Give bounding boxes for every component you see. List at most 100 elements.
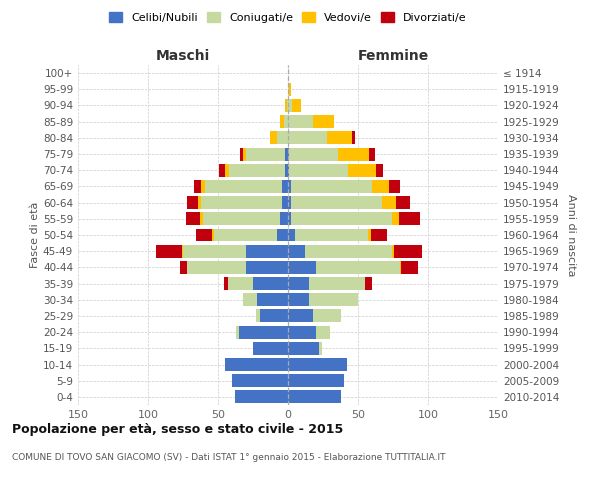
Bar	[398, 212, 419, 226]
Bar	[376, 164, 383, 176]
Bar	[277, 132, 288, 144]
Bar	[200, 212, 203, 226]
Bar	[288, 212, 291, 226]
Bar	[288, 228, 295, 241]
Bar	[365, 277, 372, 290]
Bar	[288, 83, 289, 96]
Bar	[186, 212, 200, 226]
Bar	[392, 244, 394, 258]
Bar	[288, 390, 341, 404]
Bar	[243, 148, 246, 160]
Bar	[199, 196, 201, 209]
Bar	[283, 196, 288, 209]
Bar	[338, 148, 369, 160]
Bar	[369, 148, 375, 160]
Bar	[236, 326, 239, 338]
Bar	[201, 180, 205, 193]
Bar	[280, 115, 284, 128]
Y-axis label: Fasce di età: Fasce di età	[30, 202, 40, 268]
Bar	[201, 196, 283, 209]
Bar	[280, 212, 288, 226]
Bar	[327, 132, 352, 144]
Bar	[372, 180, 389, 193]
Bar	[401, 261, 418, 274]
Bar	[220, 164, 225, 176]
Bar	[260, 310, 288, 322]
Bar	[309, 294, 358, 306]
Bar	[180, 261, 187, 274]
Bar	[288, 164, 289, 176]
Bar	[288, 277, 309, 290]
Bar	[292, 99, 301, 112]
Bar	[291, 196, 382, 209]
Bar	[305, 244, 392, 258]
Bar	[277, 228, 288, 241]
Text: Popolazione per età, sesso e stato civile - 2015: Popolazione per età, sesso e stato civil…	[12, 422, 343, 436]
Bar	[289, 164, 348, 176]
Bar	[196, 228, 212, 241]
Bar	[392, 212, 398, 226]
Bar	[295, 228, 368, 241]
Bar	[194, 180, 201, 193]
Bar	[288, 294, 309, 306]
Bar	[291, 212, 392, 226]
Y-axis label: Anni di nascita: Anni di nascita	[566, 194, 576, 276]
Bar	[257, 294, 288, 306]
Bar	[214, 228, 277, 241]
Bar	[288, 374, 344, 387]
Bar	[288, 358, 347, 371]
Bar	[187, 261, 246, 274]
Bar	[288, 342, 319, 355]
Bar	[288, 180, 291, 193]
Bar	[289, 83, 291, 96]
Bar	[243, 294, 257, 306]
Bar	[287, 99, 288, 112]
Bar	[288, 310, 313, 322]
Bar	[400, 261, 401, 274]
Bar	[309, 277, 365, 290]
Legend: Celibi/Nubili, Coniugati/e, Vedovi/e, Divorziati/e: Celibi/Nubili, Coniugati/e, Vedovi/e, Di…	[105, 8, 471, 28]
Bar	[239, 326, 288, 338]
Bar	[313, 310, 341, 322]
Bar	[288, 196, 291, 209]
Bar	[319, 342, 322, 355]
Bar	[288, 132, 327, 144]
Bar	[389, 180, 400, 193]
Bar	[225, 358, 288, 371]
Bar	[285, 99, 287, 112]
Bar	[313, 115, 334, 128]
Bar	[205, 180, 283, 193]
Bar	[288, 261, 316, 274]
Bar	[348, 164, 376, 176]
Bar	[229, 164, 285, 176]
Bar	[256, 310, 260, 322]
Bar	[270, 132, 277, 144]
Text: Maschi: Maschi	[156, 48, 210, 62]
Bar	[394, 244, 422, 258]
Bar	[182, 244, 183, 258]
Bar	[253, 277, 288, 290]
Bar	[253, 342, 288, 355]
Bar	[283, 180, 288, 193]
Bar	[288, 148, 289, 160]
Bar	[183, 244, 246, 258]
Bar	[382, 196, 396, 209]
Bar	[368, 228, 371, 241]
Bar	[288, 115, 313, 128]
Bar	[284, 115, 288, 128]
Bar	[291, 180, 372, 193]
Bar	[352, 132, 355, 144]
Bar	[396, 196, 410, 209]
Bar	[232, 374, 288, 387]
Bar	[203, 212, 280, 226]
Bar	[285, 148, 288, 160]
Bar	[246, 261, 288, 274]
Bar	[288, 244, 305, 258]
Bar	[246, 148, 285, 160]
Bar	[316, 261, 400, 274]
Bar	[225, 164, 229, 176]
Bar	[241, 148, 243, 160]
Bar	[212, 228, 214, 241]
Bar	[289, 148, 338, 160]
Bar	[228, 277, 253, 290]
